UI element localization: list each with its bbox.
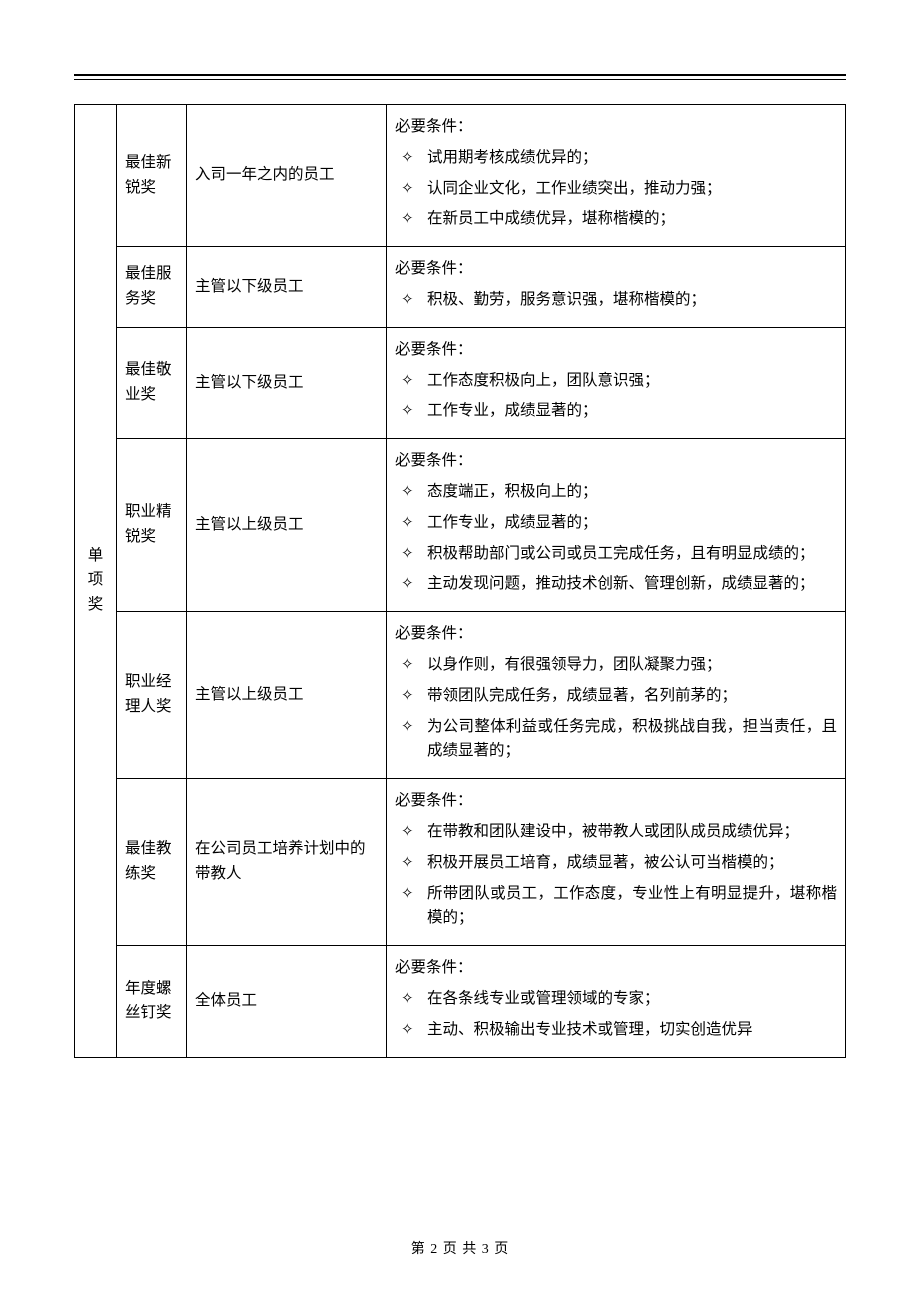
award-scope-cell: 主管以下级员工 (187, 247, 387, 328)
condition-item: 以身作则，有很强领导力，团队凝聚力强； (399, 653, 837, 678)
table-row: 职业经理人奖主管以上级员工必要条件： 以身作则，有很强领导力，团队凝聚力强； 带领团… (75, 612, 846, 779)
award-scope-cell: 在公司员工培养计划中的带教人 (187, 779, 387, 946)
page-number: 第 2 页 共 3 页 (411, 1242, 510, 1257)
condition-item: 带领团队完成任务，成绩显著，名列前茅的； (399, 684, 837, 709)
conditions-list: 工作态度积极向上，团队意识强； 工作专业，成绩显著的； (395, 369, 837, 425)
award-conditions-cell: 必要条件： 工作态度积极向上，团队意识强； 工作专业，成绩显著的； (387, 327, 846, 438)
condition-item: 态度端正，积极向上的； (399, 480, 837, 505)
condition-item: 认同企业文化，工作业绩突出，推动力强； (399, 177, 837, 202)
award-conditions-cell: 必要条件： 积极、勤劳，服务意识强，堪称楷模的； (387, 247, 846, 328)
condition-item: 在新员工中成绩优异，堪称楷模的； (399, 207, 837, 232)
award-scope-cell: 主管以上级员工 (187, 439, 387, 612)
award-name-cell: 最佳新锐奖 (117, 105, 187, 247)
category-cell: 单项奖 (75, 105, 117, 1058)
conditions-list: 态度端正，积极向上的； 工作专业，成绩显著的； 积极帮助部门或公司或员工完成任务，且… (395, 480, 837, 597)
conditions-list: 试用期考核成绩优异的； 认同企业文化，工作业绩突出，推动力强； 在新员工中成绩优异，… (395, 146, 837, 232)
award-scope-cell: 主管以下级员工 (187, 327, 387, 438)
award-name-cell: 职业精锐奖 (117, 439, 187, 612)
conditions-title: 必要条件： (395, 257, 837, 282)
award-conditions-cell: 必要条件： 在各条线专业或管理领域的专家； 主动、积极输出专业技术或管理，切实创造优… (387, 946, 846, 1057)
award-name-cell: 最佳服务奖 (117, 247, 187, 328)
award-name-cell: 最佳教练奖 (117, 779, 187, 946)
condition-item: 工作专业，成绩显著的； (399, 511, 837, 536)
table-row: 职业精锐奖主管以上级员工必要条件： 态度端正，积极向上的； 工作专业，成绩显著的； 积… (75, 439, 846, 612)
award-name-cell: 职业经理人奖 (117, 612, 187, 779)
award-scope-cell: 全体员工 (187, 946, 387, 1057)
condition-item: 在带教和团队建设中，被带教人或团队成员成绩优异； (399, 820, 837, 845)
condition-item: 积极、勤劳，服务意识强，堪称楷模的； (399, 288, 837, 313)
conditions-list: 在各条线专业或管理领域的专家； 主动、积极输出专业技术或管理，切实创造优异 (395, 987, 837, 1043)
header-rule (74, 74, 846, 80)
conditions-title: 必要条件： (395, 956, 837, 981)
conditions-list: 以身作则，有很强领导力，团队凝聚力强； 带领团队完成任务，成绩显著，名列前茅的； 为… (395, 653, 837, 764)
document-page: 单项奖最佳新锐奖入司一年之内的员工必要条件：试用期考核成绩优异的；认同企业文化，… (0, 0, 920, 1302)
award-conditions-cell: 必要条件： 在带教和团队建设中，被带教人或团队成员成绩优异； 积极开展员工培育，成绩… (387, 779, 846, 946)
award-name-cell: 年度螺丝钉奖 (117, 946, 187, 1057)
conditions-list: 在带教和团队建设中，被带教人或团队成员成绩优异； 积极开展员工培育，成绩显著，被公… (395, 820, 837, 931)
table-row: 单项奖最佳新锐奖入司一年之内的员工必要条件：试用期考核成绩优异的；认同企业文化，… (75, 105, 846, 247)
condition-item: 试用期考核成绩优异的； (399, 146, 837, 171)
award-name-cell: 最佳敬业奖 (117, 327, 187, 438)
conditions-title: 必要条件： (395, 449, 837, 474)
table-row: 年度螺丝钉奖全体员工必要条件： 在各条线专业或管理领域的专家； 主动、积极输出专业技… (75, 946, 846, 1057)
table-row: 最佳敬业奖主管以下级员工必要条件： 工作态度积极向上，团队意识强； 工作专业，成绩显… (75, 327, 846, 438)
table-row: 最佳服务奖主管以下级员工必要条件： 积极、勤劳，服务意识强，堪称楷模的； (75, 247, 846, 328)
conditions-title: 必要条件： (395, 115, 837, 140)
conditions-title: 必要条件： (395, 789, 837, 814)
condition-item: 主动发现问题，推动技术创新、管理创新，成绩显著的； (399, 572, 837, 597)
conditions-list: 积极、勤劳，服务意识强，堪称楷模的； (395, 288, 837, 313)
condition-item: 在各条线专业或管理领域的专家； (399, 987, 837, 1012)
award-conditions-cell: 必要条件： 试用期考核成绩优异的； 认同企业文化，工作业绩突出，推动力强； 在新员工中… (387, 105, 846, 247)
condition-item: 积极帮助部门或公司或员工完成任务，且有明显成绩的； (399, 542, 837, 567)
conditions-title: 必要条件： (395, 622, 837, 647)
condition-item: 积极开展员工培育，成绩显著，被公认可当楷模的； (399, 851, 837, 876)
condition-item: 为公司整体利益或任务完成，积极挑战自我，担当责任，且成绩显著的； (399, 715, 837, 765)
award-scope-cell: 主管以上级员工 (187, 612, 387, 779)
award-conditions-cell: 必要条件： 态度端正，积极向上的； 工作专业，成绩显著的； 积极帮助部门或公司或员工完… (387, 439, 846, 612)
award-conditions-cell: 必要条件： 以身作则，有很强领导力，团队凝聚力强； 带领团队完成任务，成绩显著，名列… (387, 612, 846, 779)
awards-table: 单项奖最佳新锐奖入司一年之内的员工必要条件：试用期考核成绩优异的；认同企业文化，… (74, 104, 846, 1058)
table-row: 最佳教练奖在公司员工培养计划中的带教人必要条件： 在带教和团队建设中，被带教人或团… (75, 779, 846, 946)
award-scope-cell: 入司一年之内的员工 (187, 105, 387, 247)
conditions-title: 必要条件： (395, 338, 837, 363)
page-footer: 第 2 页 共 3 页 (0, 1238, 920, 1258)
condition-item: 所带团队或员工，工作态度，专业性上有明显提升，堪称楷模的； (399, 882, 837, 932)
condition-item: 工作专业，成绩显著的； (399, 399, 837, 424)
condition-item: 工作态度积极向上，团队意识强； (399, 369, 837, 394)
condition-item: 主动、积极输出专业技术或管理，切实创造优异 (399, 1018, 837, 1043)
